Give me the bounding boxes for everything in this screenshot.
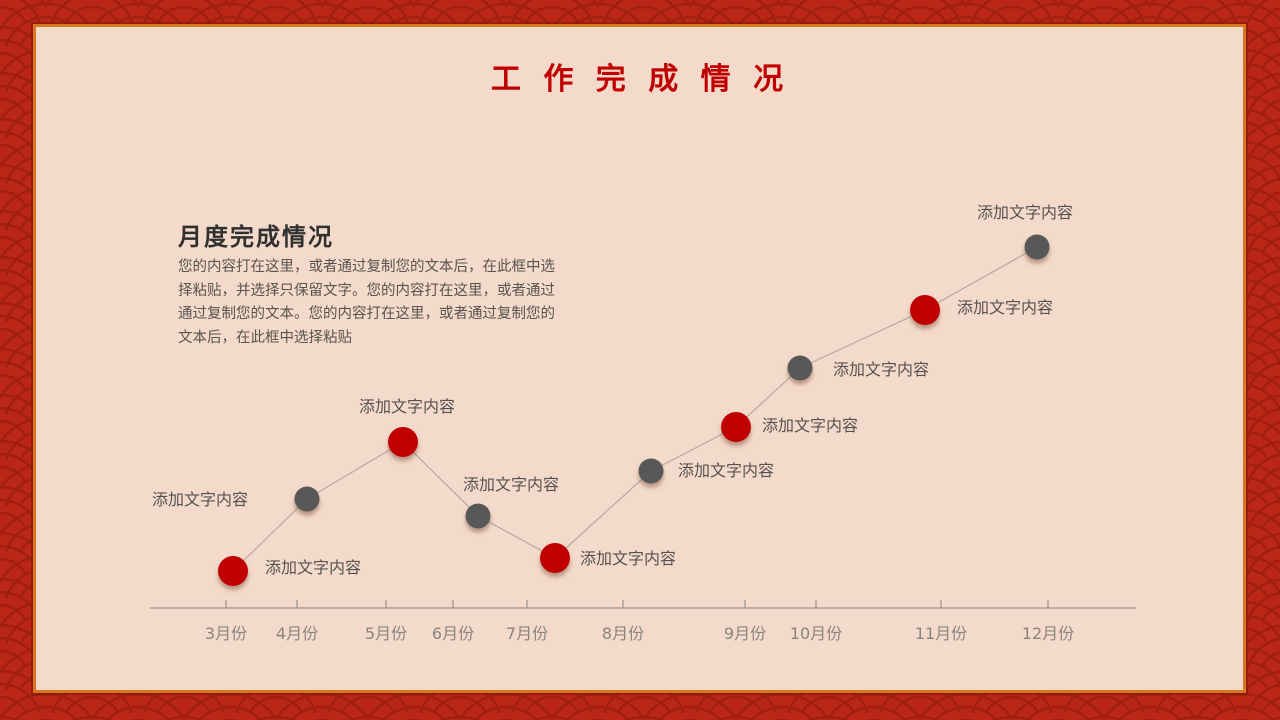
chart-point-4 <box>465 503 491 529</box>
intro-heading: 月度完成情况 <box>178 223 334 251</box>
chart-point-8 <box>787 355 813 381</box>
chart-point-6 <box>638 458 664 484</box>
chart-point-7 <box>721 412 751 442</box>
axis-month-label-7: 9月份 <box>723 624 767 643</box>
chart-point-9 <box>910 295 940 325</box>
point-label-7: 添加文字内容 <box>762 416 859 435</box>
axis-month-label-3: 5月份 <box>364 624 408 643</box>
axis-month-label-6: 8月份 <box>601 624 645 643</box>
axis-month-label-2: 4月份 <box>275 624 319 643</box>
axis-month-label-10: 12月份 <box>1021 624 1075 643</box>
point-label-3: 添加文字内容 <box>358 397 456 416</box>
point-label-10: 添加文字内容 <box>976 203 1074 222</box>
axis-month-label-5: 7月份 <box>505 624 549 643</box>
slide-title: 工 作 完 成 情 况 <box>490 62 790 97</box>
axis-month-label-9: 11月份 <box>914 624 968 643</box>
chart-series-line <box>232 246 1038 572</box>
axis-month-label-1: 3月份 <box>204 624 248 643</box>
point-label-1: 添加文字内容 <box>265 558 362 577</box>
point-label-6: 添加文字内容 <box>678 461 775 480</box>
chart-point-5 <box>540 543 570 573</box>
chart-point-3 <box>388 427 418 457</box>
chart-point-2 <box>294 486 320 512</box>
chart-point-10 <box>1024 234 1050 260</box>
point-label-9: 添加文字内容 <box>957 298 1054 317</box>
point-label-4: 添加文字内容 <box>463 475 560 494</box>
point-label-8: 添加文字内容 <box>833 360 930 379</box>
intro-body: 您的内容打在这里，或者通过复制您的文本后，在此框中选择粘贴，并选择只保留文字。您… <box>178 259 555 346</box>
point-label-5: 添加文字内容 <box>580 549 677 568</box>
axis-month-label-8: 10月份 <box>789 624 843 643</box>
point-label-2: 添加文字内容 <box>152 490 249 509</box>
chart-point-1 <box>218 556 248 586</box>
axis-month-label-4: 6月份 <box>431 624 475 643</box>
